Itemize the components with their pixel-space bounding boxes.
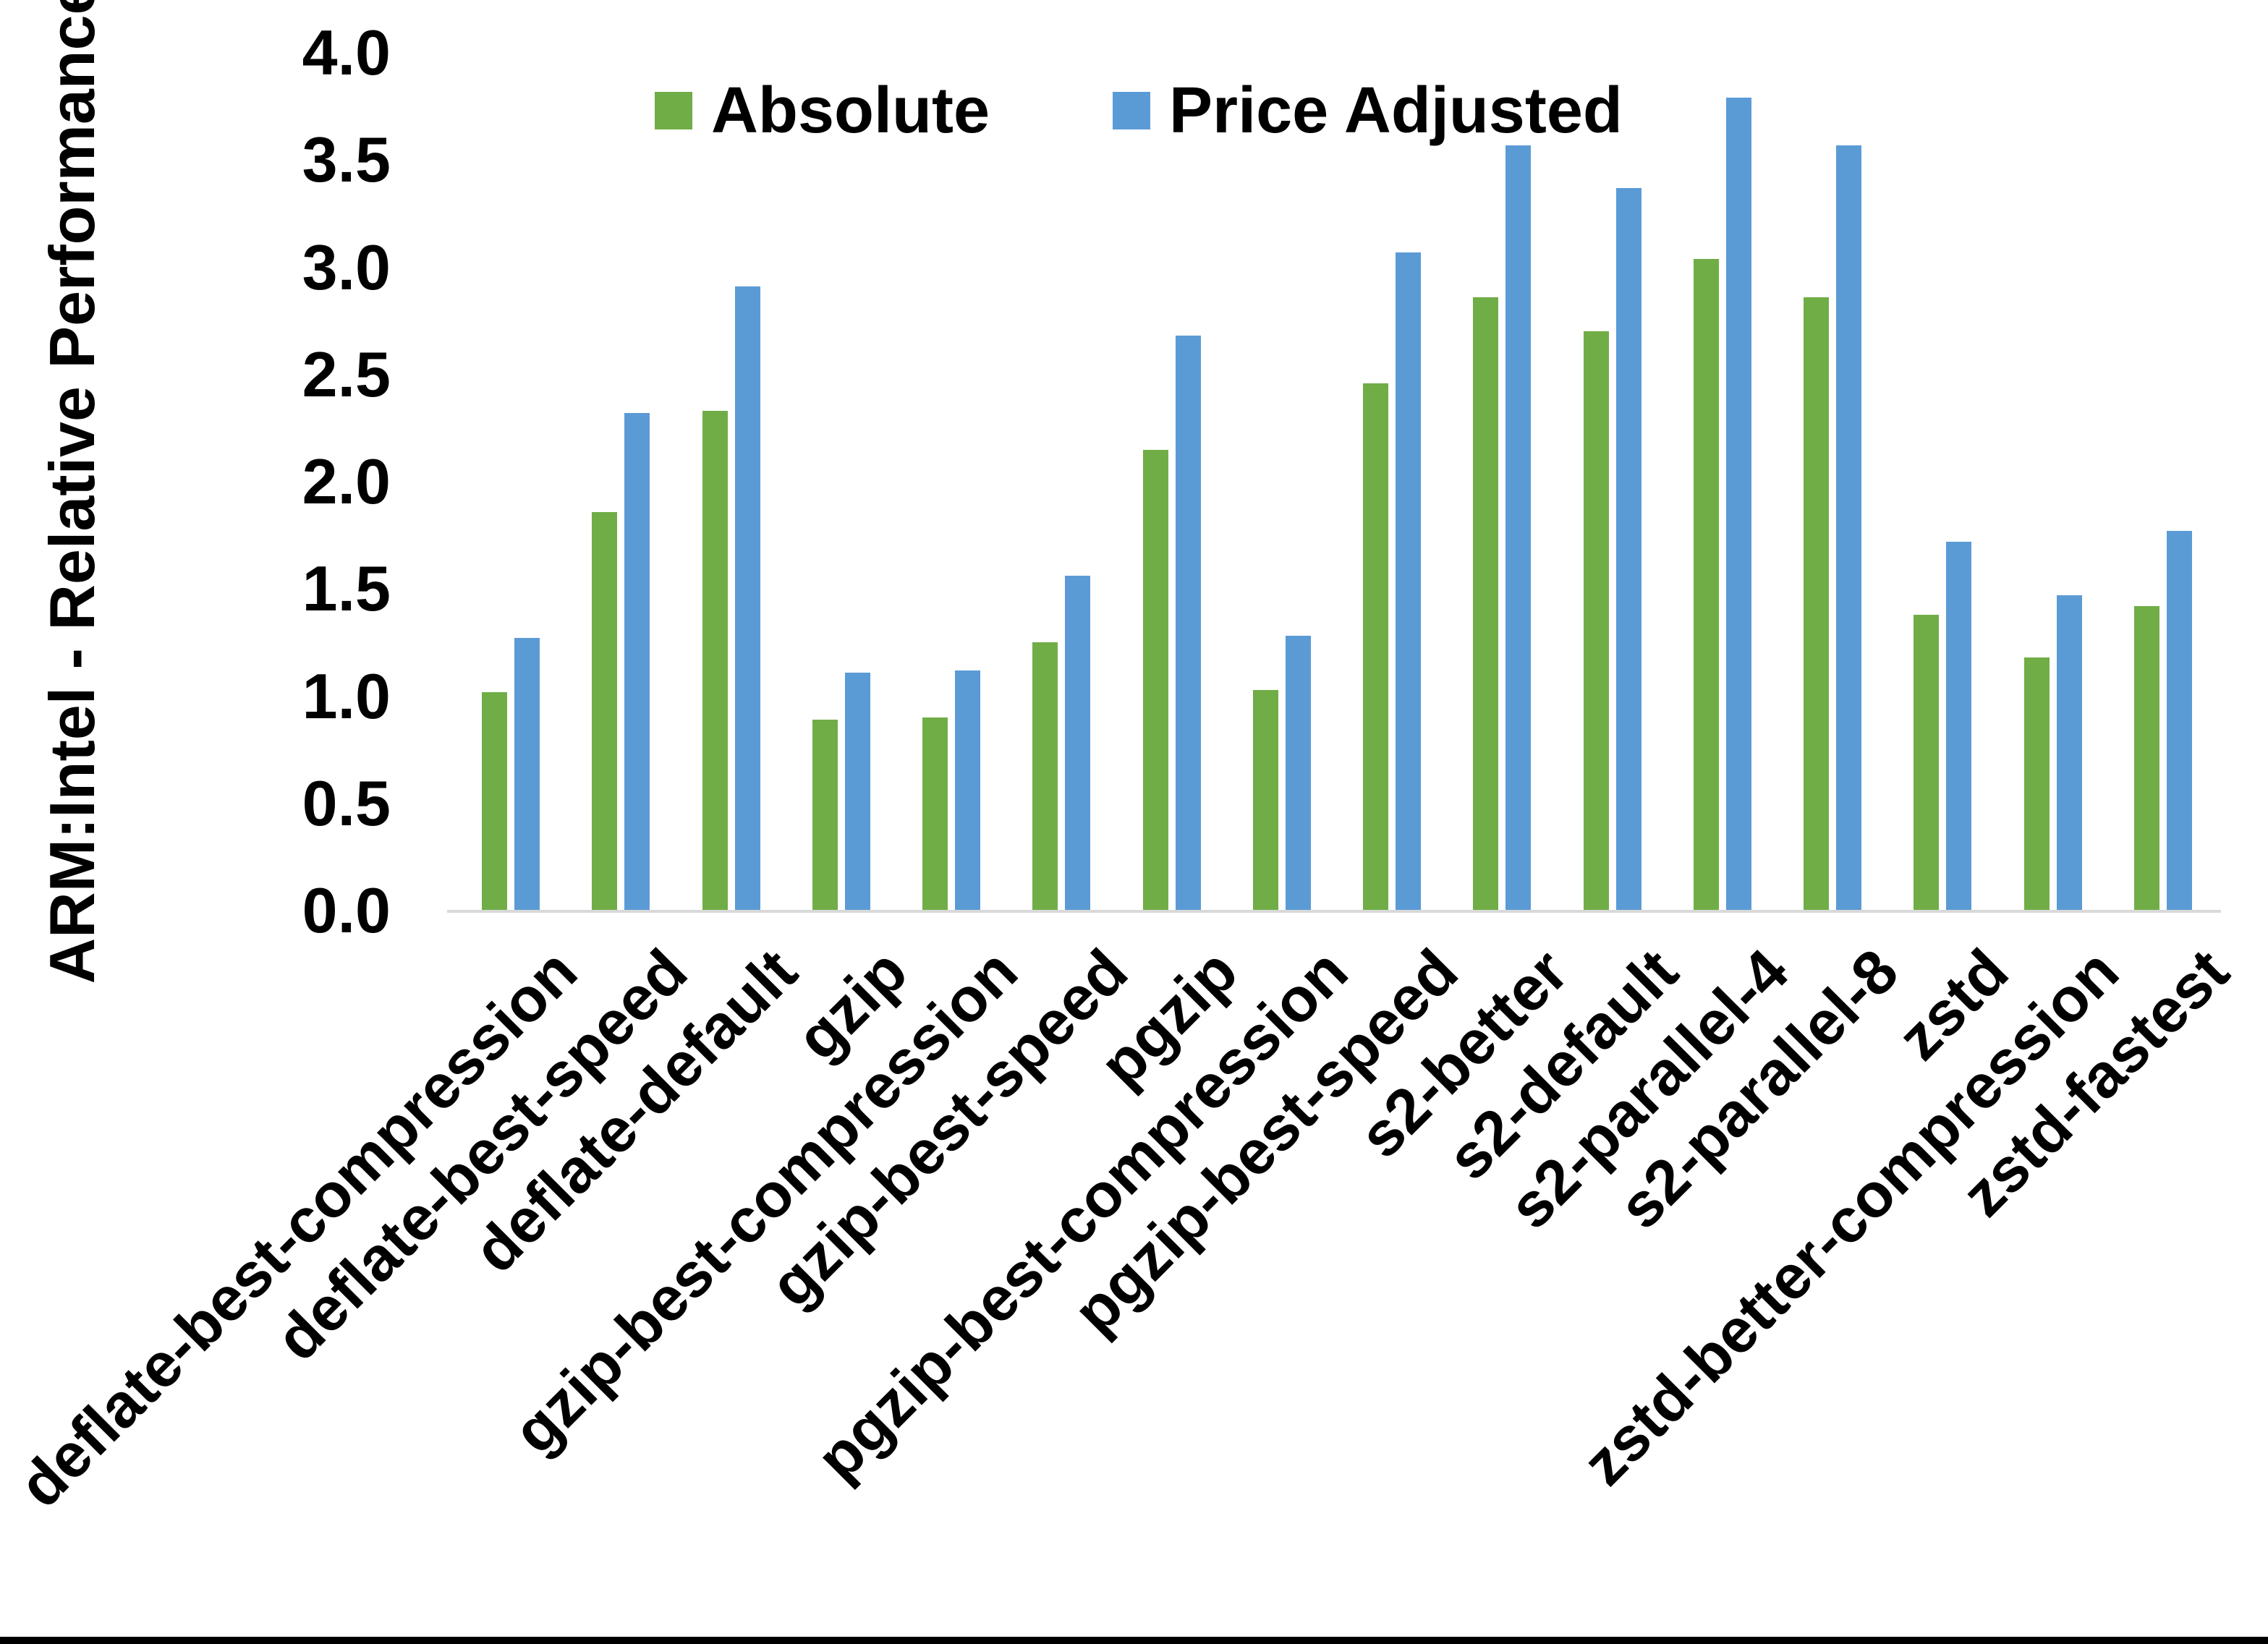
bar-absolute-deflate-best-speed <box>592 511 618 911</box>
bar-group-s2-parallel-8 <box>1778 53 1887 911</box>
bar-absolute-s2-parallel-4 <box>1693 258 1719 911</box>
bar-group-s2-default <box>1558 53 1668 911</box>
bar-absolute-zstd-fastest <box>2133 605 2159 911</box>
y-tick-label: 1.5 <box>302 553 391 625</box>
bar-price-adjusted-s2-better <box>1505 145 1532 911</box>
bar-price-adjusted-zstd <box>1946 542 1972 911</box>
legend: Absolute Price Adjusted <box>655 78 1623 143</box>
bar-price-adjusted-s2-default <box>1615 187 1641 911</box>
bar-group-gzip-best-speed <box>1006 53 1116 911</box>
bar-price-adjusted-s2-parallel-4 <box>1725 98 1751 911</box>
bar-absolute-deflate-default <box>702 411 728 911</box>
bar-absolute-pgzip-best-compression <box>1252 689 1278 911</box>
bar-price-adjusted-zstd-better-compression <box>2056 595 2082 911</box>
bar-absolute-s2-better <box>1473 297 1499 911</box>
y-tick-label: 4.0 <box>302 17 391 88</box>
plot-area <box>456 53 2218 911</box>
price-adjusted-series-swatch-icon <box>1113 92 1151 129</box>
bar-absolute-zstd <box>1914 614 1940 911</box>
bar-absolute-pgzip-best-speed <box>1363 383 1389 911</box>
bar-absolute-s2-parallel-8 <box>1804 297 1830 911</box>
bar-group-s2-better <box>1447 53 1557 911</box>
bar-group-zstd-fastest <box>2108 53 2218 911</box>
absolute-series-swatch-icon <box>655 92 692 129</box>
y-tick-label: 0.0 <box>302 874 391 946</box>
y-axis-title: ARM:Intel - Relative Performance <box>36 0 108 984</box>
bar-absolute-gzip-best-compression <box>922 717 948 911</box>
bar-absolute-gzip <box>812 720 838 911</box>
y-tick-label: 0.5 <box>302 767 391 839</box>
bar-group-deflate-best-compression <box>456 53 566 911</box>
x-axis-baseline <box>447 910 2221 913</box>
y-tick-label: 3.5 <box>302 124 391 196</box>
bar-group-pgzip <box>1117 53 1227 911</box>
bar-price-adjusted-gzip-best-compression <box>955 670 981 911</box>
bar-absolute-s2-default <box>1583 331 1609 911</box>
bar-group-deflate-best-speed <box>566 53 676 911</box>
bar-group-s2-parallel-4 <box>1668 53 1778 911</box>
bar-price-adjusted-gzip <box>844 672 870 911</box>
bar-group-gzip <box>786 53 896 911</box>
bar-price-adjusted-zstd-fastest <box>2166 531 2192 911</box>
legend-item-absolute: Absolute <box>655 78 990 143</box>
bar-absolute-zstd-better-compression <box>2023 657 2050 911</box>
bar-group-pgzip-best-compression <box>1227 53 1337 911</box>
bar-group-gzip-best-compression <box>896 53 1006 911</box>
bar-group-zstd-better-compression <box>1998 53 2108 911</box>
legend-label-absolute: Absolute <box>711 74 990 147</box>
y-tick-label: 1.0 <box>302 660 391 732</box>
bar-absolute-gzip-best-speed <box>1032 642 1058 911</box>
bar-price-adjusted-deflate-best-speed <box>624 413 650 911</box>
bar-price-adjusted-deflate-best-compression <box>514 638 540 911</box>
legend-label-price-adjusted: Price Adjusted <box>1169 74 1623 147</box>
bar-group-zstd <box>1887 53 1997 911</box>
bar-groups <box>456 53 2218 911</box>
bar-group-pgzip-best-speed <box>1337 53 1447 911</box>
bar-price-adjusted-gzip-best-speed <box>1065 576 1091 911</box>
y-tick-label: 2.0 <box>302 446 391 517</box>
legend-item-price-adjusted: Price Adjusted <box>1113 78 1623 143</box>
bar-price-adjusted-pgzip-best-speed <box>1396 252 1422 911</box>
bar-price-adjusted-s2-parallel-8 <box>1836 145 1862 911</box>
bar-absolute-deflate-best-compression <box>482 691 508 911</box>
y-tick-label: 3.0 <box>302 231 391 303</box>
bottom-border <box>0 1637 2268 1644</box>
y-tick-label: 2.5 <box>302 338 391 410</box>
bar-price-adjusted-pgzip <box>1175 336 1201 911</box>
bar-group-deflate-default <box>676 53 786 911</box>
bar-price-adjusted-pgzip-best-compression <box>1285 636 1311 911</box>
bar-absolute-pgzip <box>1142 449 1168 911</box>
bar-price-adjusted-deflate-default <box>734 286 760 911</box>
